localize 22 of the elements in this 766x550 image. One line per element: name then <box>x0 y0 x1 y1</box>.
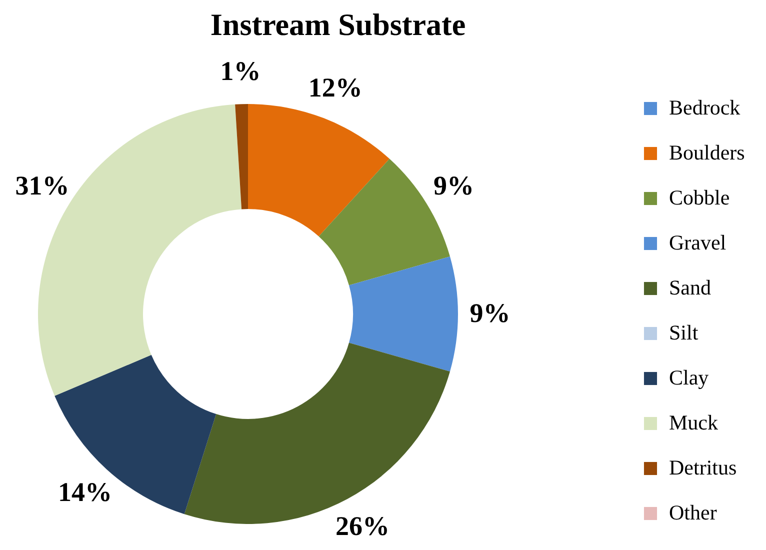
data-label: 31% <box>15 170 70 201</box>
data-label: 14% <box>58 476 112 507</box>
data-label: 12% <box>308 72 362 102</box>
data-label: 26% <box>335 511 390 542</box>
legend-label: Cobble <box>669 186 730 210</box>
data-label: 9% <box>434 170 474 201</box>
legend-label: Boulders <box>669 140 745 164</box>
legend-label: Sand <box>669 276 712 300</box>
legend-label: Silt <box>669 320 698 344</box>
legend-label: Clay <box>669 366 710 390</box>
donut-slice <box>348 256 458 372</box>
legend-label: Detritus <box>669 456 737 480</box>
donut-slice <box>54 354 216 514</box>
legend-label: Gravel <box>669 230 726 254</box>
data-label: 9% <box>470 298 510 328</box>
chart-title: Instream Substrate <box>210 7 466 42</box>
donut-slice <box>235 104 248 210</box>
legend-label: Muck <box>669 410 718 434</box>
legend-label: Other <box>669 500 717 524</box>
legend-label: Bedrock <box>669 96 741 120</box>
data-label: 1% <box>220 56 261 86</box>
donut-slice <box>248 104 390 236</box>
